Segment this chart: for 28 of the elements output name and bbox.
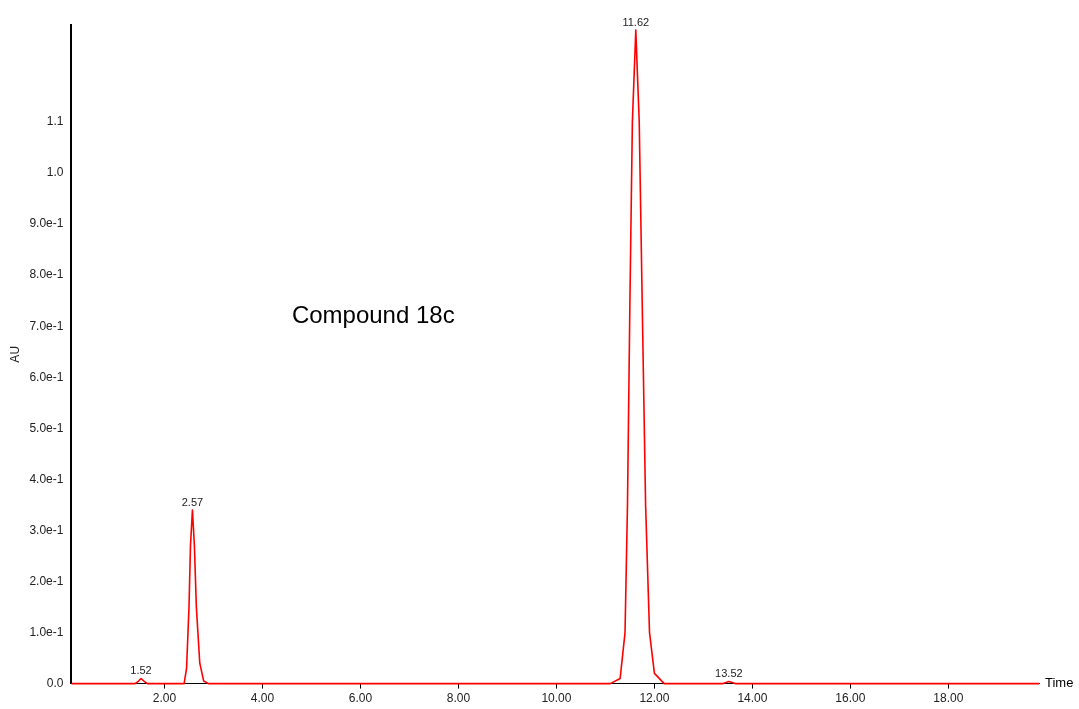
y-tick-label: 0.0 [46, 675, 64, 690]
x-axis-title: Time [1045, 675, 1074, 691]
y-tick-label: 5.0e-1 [29, 420, 64, 435]
y-axis-title: AU [7, 345, 22, 363]
text: Compound 18c [291, 300, 455, 328]
y-tick-label: 1.0e-1 [29, 624, 64, 639]
x-tick-label: 12.00 [639, 691, 670, 706]
y-tick-label: 2.0e-1 [29, 573, 64, 588]
y-tick-label: 8.0e-1 [29, 267, 64, 282]
annotation: 13.52 [715, 667, 743, 680]
y-tick-label: 6.0e-1 [29, 369, 64, 384]
x-tick-label: 2.00 [152, 691, 177, 706]
x-tick-label: 16.00 [835, 691, 866, 706]
x-tick-label: 6.00 [348, 691, 373, 706]
y-tick-label: 7.0e-1 [29, 318, 64, 333]
annotation: 2.57 [181, 495, 204, 508]
y-tick-label: 1.1 [46, 114, 64, 129]
x-tick-label: 8.00 [446, 691, 471, 706]
x-tick-label: 18.00 [933, 691, 964, 706]
annotation: 11.62 [622, 15, 650, 28]
annotation: 1.52 [130, 664, 152, 677]
x-tick-label: 10.00 [541, 691, 572, 706]
y-tick-label: 3.0e-1 [29, 522, 64, 537]
y-tick-label: 4.0e-1 [29, 471, 64, 486]
x-tick-label: 14.00 [737, 691, 768, 706]
x-tick-label: 4.00 [250, 691, 275, 706]
y-tick-label: 1.0 [46, 165, 64, 180]
y-tick-label: 9.0e-1 [29, 216, 64, 231]
